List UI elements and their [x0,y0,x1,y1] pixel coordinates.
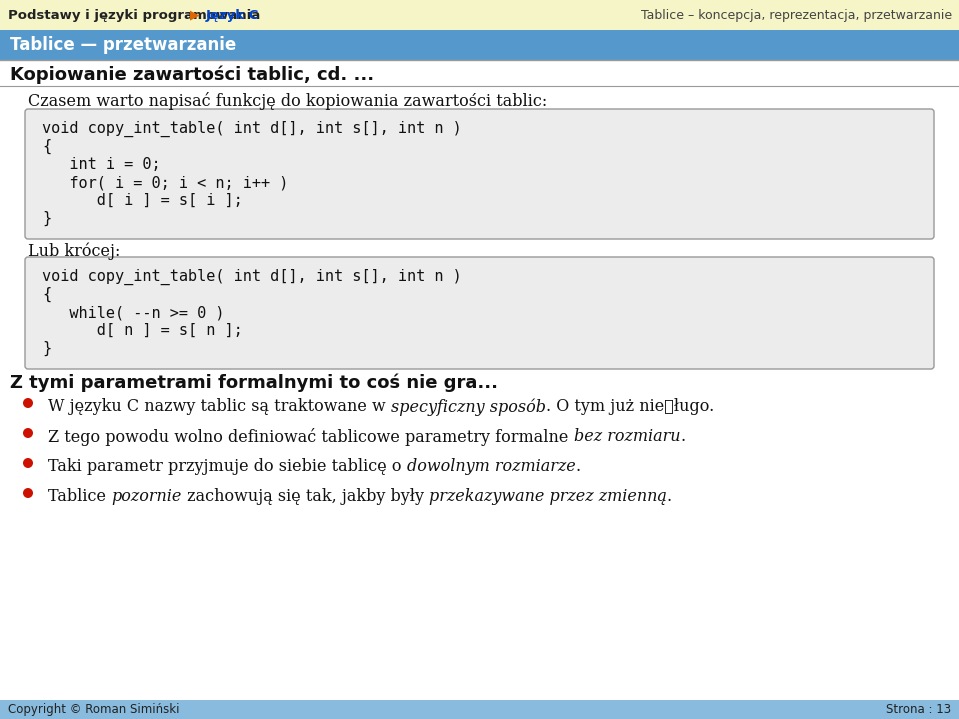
Text: d[ i ] = s[ i ];: d[ i ] = s[ i ]; [42,193,243,208]
Text: {: { [42,287,51,302]
Text: }: } [42,341,51,356]
Bar [0,700,959,719]
Text: Copyright © Roman Simiński: Copyright © Roman Simiński [8,703,179,716]
Text: while( --n >= 0 ): while( --n >= 0 ) [42,305,224,320]
Text: .: . [680,428,685,445]
Text: Tablice – koncepcja, reprezentacja, przetwarzanie: Tablice – koncepcja, reprezentacja, prze… [641,9,952,22]
Text: bez rozmiaru: bez rozmiaru [573,428,680,445]
Bar [0,30,959,60]
Text: void copy_int_table( int d[], int s[], int n ): void copy_int_table( int d[], int s[], i… [42,121,461,137]
Text: Czasem warto napisać funkcję do kopiowania zawartości tablic:: Czasem warto napisać funkcję do kopiowan… [28,92,548,110]
Text: void copy_int_table( int d[], int s[], int n ): void copy_int_table( int d[], int s[], i… [42,269,461,285]
Text: Z tego powodu wolno definiować tablicowe parametry formalne: Z tego powodu wolno definiować tablicowe… [48,428,573,446]
Bar [0,0,959,30]
Circle shape [23,458,33,468]
Text: Tablice — przetwarzanie: Tablice — przetwarzanie [10,36,236,54]
Text: .: . [667,488,671,505]
Circle shape [23,428,33,438]
Text: int i = 0;: int i = 0; [42,157,160,172]
Text: zachowują się tak, jakby były: zachowują się tak, jakby były [181,488,429,505]
Text: d[ n ] = s[ n ];: d[ n ] = s[ n ]; [42,323,243,338]
Text: .: . [575,458,580,475]
Circle shape [23,398,33,408]
FancyBboxPatch shape [25,109,934,239]
Text: W języku C nazwy tablic są traktowane w: W języku C nazwy tablic są traktowane w [48,398,391,415]
Text: Język C: Język C [206,9,259,22]
Text: Tablice: Tablice [48,488,111,505]
Text: Kopiowanie zawartości tablic, cd. ...: Kopiowanie zawartości tablic, cd. ... [10,66,374,85]
Text: Strona : 13: Strona : 13 [886,703,951,716]
Text: . O tym już nieدługo.: . O tym już nieدługo. [546,398,714,415]
Text: for( i = 0; i < n; i++ ): for( i = 0; i < n; i++ ) [42,175,289,190]
Text: Taki parametr przyjmuje do siebie tablicę o: Taki parametr przyjmuje do siebie tablic… [48,458,407,475]
Text: pozornie: pozornie [111,488,181,505]
Text: Lub krócej:: Lub krócej: [28,242,121,260]
Text: przekazywane przez zmienną: przekazywane przez zmienną [429,488,667,505]
FancyBboxPatch shape [25,257,934,369]
Text: Podstawy i języki programowania: Podstawy i języki programowania [8,9,260,22]
Text: specyficzny sposób: specyficzny sposób [391,398,546,416]
Text: dowolnym rozmiarze: dowolnym rozmiarze [407,458,575,475]
Text: Z tymi parametrami formalnymi to coś nie gra...: Z tymi parametrami formalnymi to coś nie… [10,374,498,393]
Text: ▶: ▶ [190,9,199,22]
Circle shape [23,488,33,498]
Text: {: { [42,139,51,154]
Text: }: } [42,211,51,226]
